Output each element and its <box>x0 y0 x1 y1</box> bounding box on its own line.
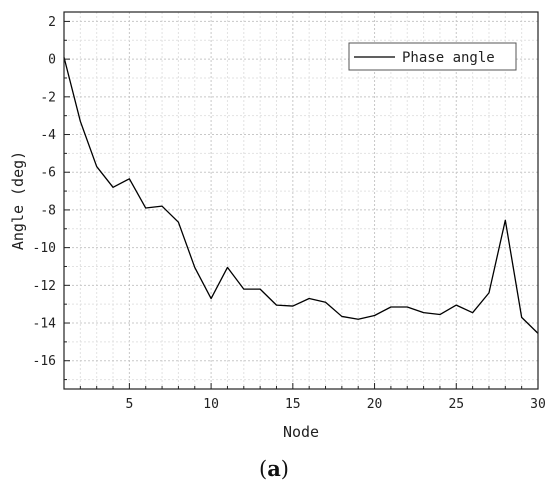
y-tick-label: -10 <box>33 241 56 256</box>
y-tick-label: -12 <box>33 279 56 294</box>
y-tick-label: -16 <box>33 354 56 369</box>
x-tick-label: 10 <box>203 397 219 412</box>
y-tick-label: -2 <box>40 90 56 105</box>
plot-frame <box>63 11 539 390</box>
legend: Phase angle <box>348 42 517 71</box>
y-tick-label: -8 <box>40 203 56 218</box>
legend-label: Phase angle <box>402 50 495 66</box>
y-axis-label: Angle (deg) <box>9 151 27 250</box>
x-tick-label: 25 <box>448 397 464 412</box>
y-tick-label: -6 <box>40 166 56 181</box>
caption-open-paren: ( <box>259 457 267 481</box>
x-axis-label: Node <box>283 423 319 441</box>
y-tick-label: 2 <box>48 15 56 30</box>
phase-angle-line <box>63 57 539 334</box>
y-tick-label: -4 <box>40 128 56 143</box>
caption-letter: a <box>267 456 281 481</box>
x-tick-label: 15 <box>285 397 301 412</box>
y-tick-label: 0 <box>48 53 56 68</box>
y-tick-label: -14 <box>33 317 57 332</box>
caption-close-paren: ) <box>281 457 289 481</box>
x-tick-label: 20 <box>367 397 383 412</box>
axis-ticks <box>63 20 539 389</box>
x-tick-label: 5 <box>125 397 133 412</box>
figure-caption: (a) <box>259 456 289 481</box>
x-tick-label: 30 <box>530 397 546 412</box>
grid <box>63 12 539 389</box>
